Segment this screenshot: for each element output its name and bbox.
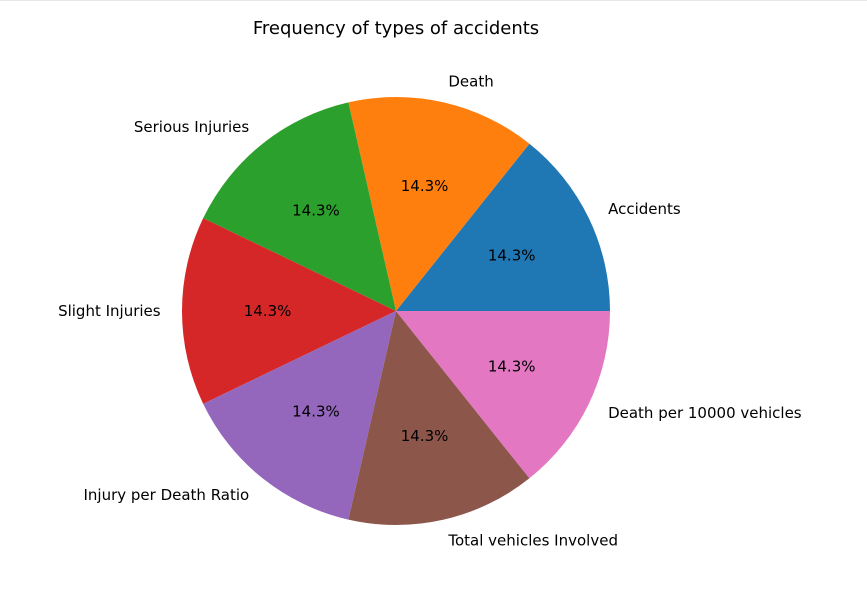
pie-slices (181, 97, 610, 525)
percent-label-serious-injuries: 14.3% (292, 202, 340, 220)
pie-slice-total-vehicles-involved (348, 311, 530, 525)
percent-label-slight-injuries: 14.3% (244, 302, 292, 320)
percent-label-total-vehicles-involved: 14.3% (401, 427, 449, 445)
pie-slice-death (348, 97, 530, 312)
pie-labels: Accidents 14.3% Death 14.3% Serious Injuries… (58, 73, 802, 550)
percent-label-death: 14.3% (401, 177, 449, 195)
percent-label-death-per-10000-vehicles: 14.3% (488, 358, 536, 376)
percent-label-injury-per-death-ratio: 14.3% (292, 402, 340, 420)
chart-title: Frequency of types of accidents (253, 18, 539, 39)
category-label-serious-injuries: Serious Injuries (134, 118, 250, 136)
category-label-slight-injuries: Slight Injuries (58, 302, 161, 320)
category-label-accidents: Accidents (608, 200, 681, 218)
top-divider (0, 0, 867, 1)
pie-slice-serious-injuries (203, 102, 396, 312)
pie-slice-injury-per-death-ratio (203, 311, 396, 520)
category-label-total-vehicles-involved: Total vehicles Involved (447, 532, 618, 550)
pie-slice-slight-injuries (181, 218, 396, 404)
category-label-injury-per-death-ratio: Injury per Death Ratio (83, 486, 249, 504)
category-label-death-per-10000-vehicles: Death per 10000 vehicles (608, 404, 802, 422)
pie-slice-death-per-10000-vehicles (396, 311, 610, 479)
category-label-death: Death (448, 73, 493, 91)
percent-label-accidents: 14.3% (488, 246, 536, 264)
pie-slice-accidents (396, 143, 610, 311)
